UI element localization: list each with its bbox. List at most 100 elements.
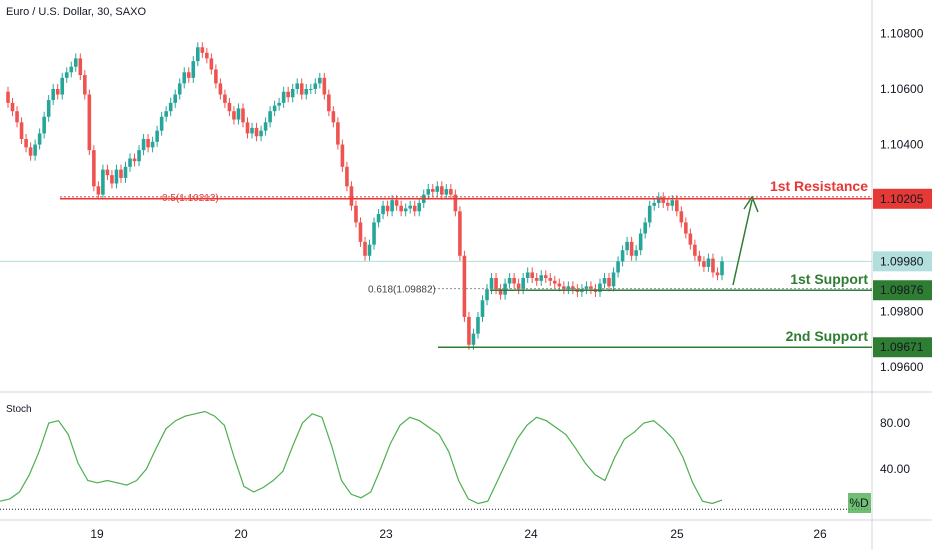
candle-body[interactable]	[557, 283, 562, 287]
candle-body[interactable]	[42, 116, 46, 134]
candle-body[interactable]	[186, 72, 191, 78]
candle-body[interactable]	[390, 200, 394, 212]
candle-body[interactable]	[105, 169, 110, 176]
candle-body[interactable]	[51, 88, 55, 101]
candle-body[interactable]	[381, 205, 385, 215]
candle-body[interactable]	[476, 316, 480, 334]
candle-body[interactable]	[363, 241, 367, 256]
candle-body[interactable]	[304, 88, 309, 95]
candle-body[interactable]	[331, 111, 336, 123]
candle-body[interactable]	[236, 108, 241, 120]
candle-body[interactable]	[566, 286, 571, 290]
candle-body[interactable]	[182, 72, 187, 84]
candle-body[interactable]	[462, 255, 467, 317]
candle-body[interactable]	[539, 275, 544, 281]
candle-body[interactable]	[159, 116, 164, 131]
candle-body[interactable]	[503, 283, 507, 295]
candle-body[interactable]	[403, 208, 408, 212]
candle-body[interactable]	[168, 102, 173, 112]
candle-body[interactable]	[132, 158, 137, 162]
candle-body[interactable]	[286, 91, 290, 98]
candle-body[interactable]	[28, 147, 33, 156]
candle-body[interactable]	[263, 122, 268, 131]
candle-body[interactable]	[684, 222, 688, 234]
candle-body[interactable]	[489, 278, 494, 290]
candle-body[interactable]	[205, 52, 209, 59]
candle-body[interactable]	[123, 166, 128, 178]
candle-body[interactable]	[715, 272, 720, 276]
candle-body[interactable]	[200, 47, 205, 53]
candle-body[interactable]	[345, 166, 349, 187]
candle-body[interactable]	[376, 214, 381, 223]
candle-body[interactable]	[87, 94, 92, 151]
candle-body[interactable]	[665, 202, 670, 206]
candle-body[interactable]	[295, 83, 300, 89]
candle-body[interactable]	[250, 127, 254, 134]
candle-body[interactable]	[227, 102, 232, 112]
candle-body[interactable]	[440, 186, 444, 195]
candle-body[interactable]	[562, 286, 566, 290]
candle-body[interactable]	[616, 261, 620, 273]
candle-body[interactable]	[372, 222, 376, 245]
candle-body[interactable]	[498, 289, 503, 295]
candle-body[interactable]	[507, 278, 512, 284]
candle-body[interactable]	[512, 278, 516, 284]
candle-body[interactable]	[299, 83, 304, 95]
candle-body[interactable]	[114, 169, 119, 184]
candle-body[interactable]	[706, 258, 711, 267]
candle-body[interactable]	[399, 205, 403, 212]
candle-body[interactable]	[688, 233, 693, 245]
candle-body[interactable]	[485, 289, 489, 301]
candle-body[interactable]	[354, 205, 358, 223]
candle-body[interactable]	[480, 300, 485, 317]
candle-body[interactable]	[164, 111, 168, 117]
candle-body[interactable]	[209, 58, 214, 70]
candle-body[interactable]	[37, 133, 42, 145]
candle-body[interactable]	[83, 75, 87, 95]
candle-body[interactable]	[69, 66, 74, 73]
candle-body[interactable]	[471, 333, 476, 345]
candle-body[interactable]	[661, 197, 666, 203]
candle-body[interactable]	[290, 88, 295, 98]
candle-body[interactable]	[245, 122, 250, 134]
candle-body[interactable]	[358, 222, 363, 242]
candle-body[interactable]	[516, 283, 521, 290]
candle-body[interactable]	[254, 127, 259, 137]
candle-body[interactable]	[73, 58, 78, 67]
candle-body[interactable]	[318, 77, 322, 84]
candle-body[interactable]	[6, 91, 10, 103]
candle-body[interactable]	[119, 169, 123, 178]
candle-body[interactable]	[458, 211, 462, 256]
candle-body[interactable]	[128, 158, 132, 167]
candle-body[interactable]	[46, 100, 51, 117]
candle-body[interactable]	[64, 72, 69, 78]
candle-body[interactable]	[417, 202, 422, 212]
candle-body[interactable]	[467, 316, 471, 345]
candle-body[interactable]	[720, 261, 724, 276]
candle-body[interactable]	[584, 286, 589, 290]
candle-body[interactable]	[268, 111, 272, 123]
candle-body[interactable]	[426, 189, 431, 195]
candle-body[interactable]	[552, 280, 557, 284]
candle-body[interactable]	[412, 205, 417, 212]
candle-body[interactable]	[711, 258, 715, 273]
candle-body[interactable]	[589, 286, 593, 290]
candle-body[interactable]	[150, 141, 155, 148]
candle-body[interactable]	[629, 241, 634, 256]
candle-body[interactable]	[534, 278, 539, 281]
candle-body[interactable]	[494, 278, 498, 290]
candle-body[interactable]	[78, 58, 83, 76]
candle-body[interactable]	[453, 194, 458, 212]
candle-body[interactable]	[101, 169, 105, 195]
candle-body[interactable]	[92, 150, 96, 187]
candle-body[interactable]	[141, 139, 146, 151]
candle-body[interactable]	[634, 250, 638, 256]
candle-body[interactable]	[19, 122, 24, 140]
candle-body[interactable]	[241, 108, 245, 123]
candle-body[interactable]	[652, 202, 657, 206]
candle-body[interactable]	[656, 197, 661, 203]
candle-body[interactable]	[110, 175, 114, 184]
candle-body[interactable]	[602, 278, 607, 284]
candle-body[interactable]	[24, 139, 28, 148]
candle-body[interactable]	[611, 272, 616, 287]
